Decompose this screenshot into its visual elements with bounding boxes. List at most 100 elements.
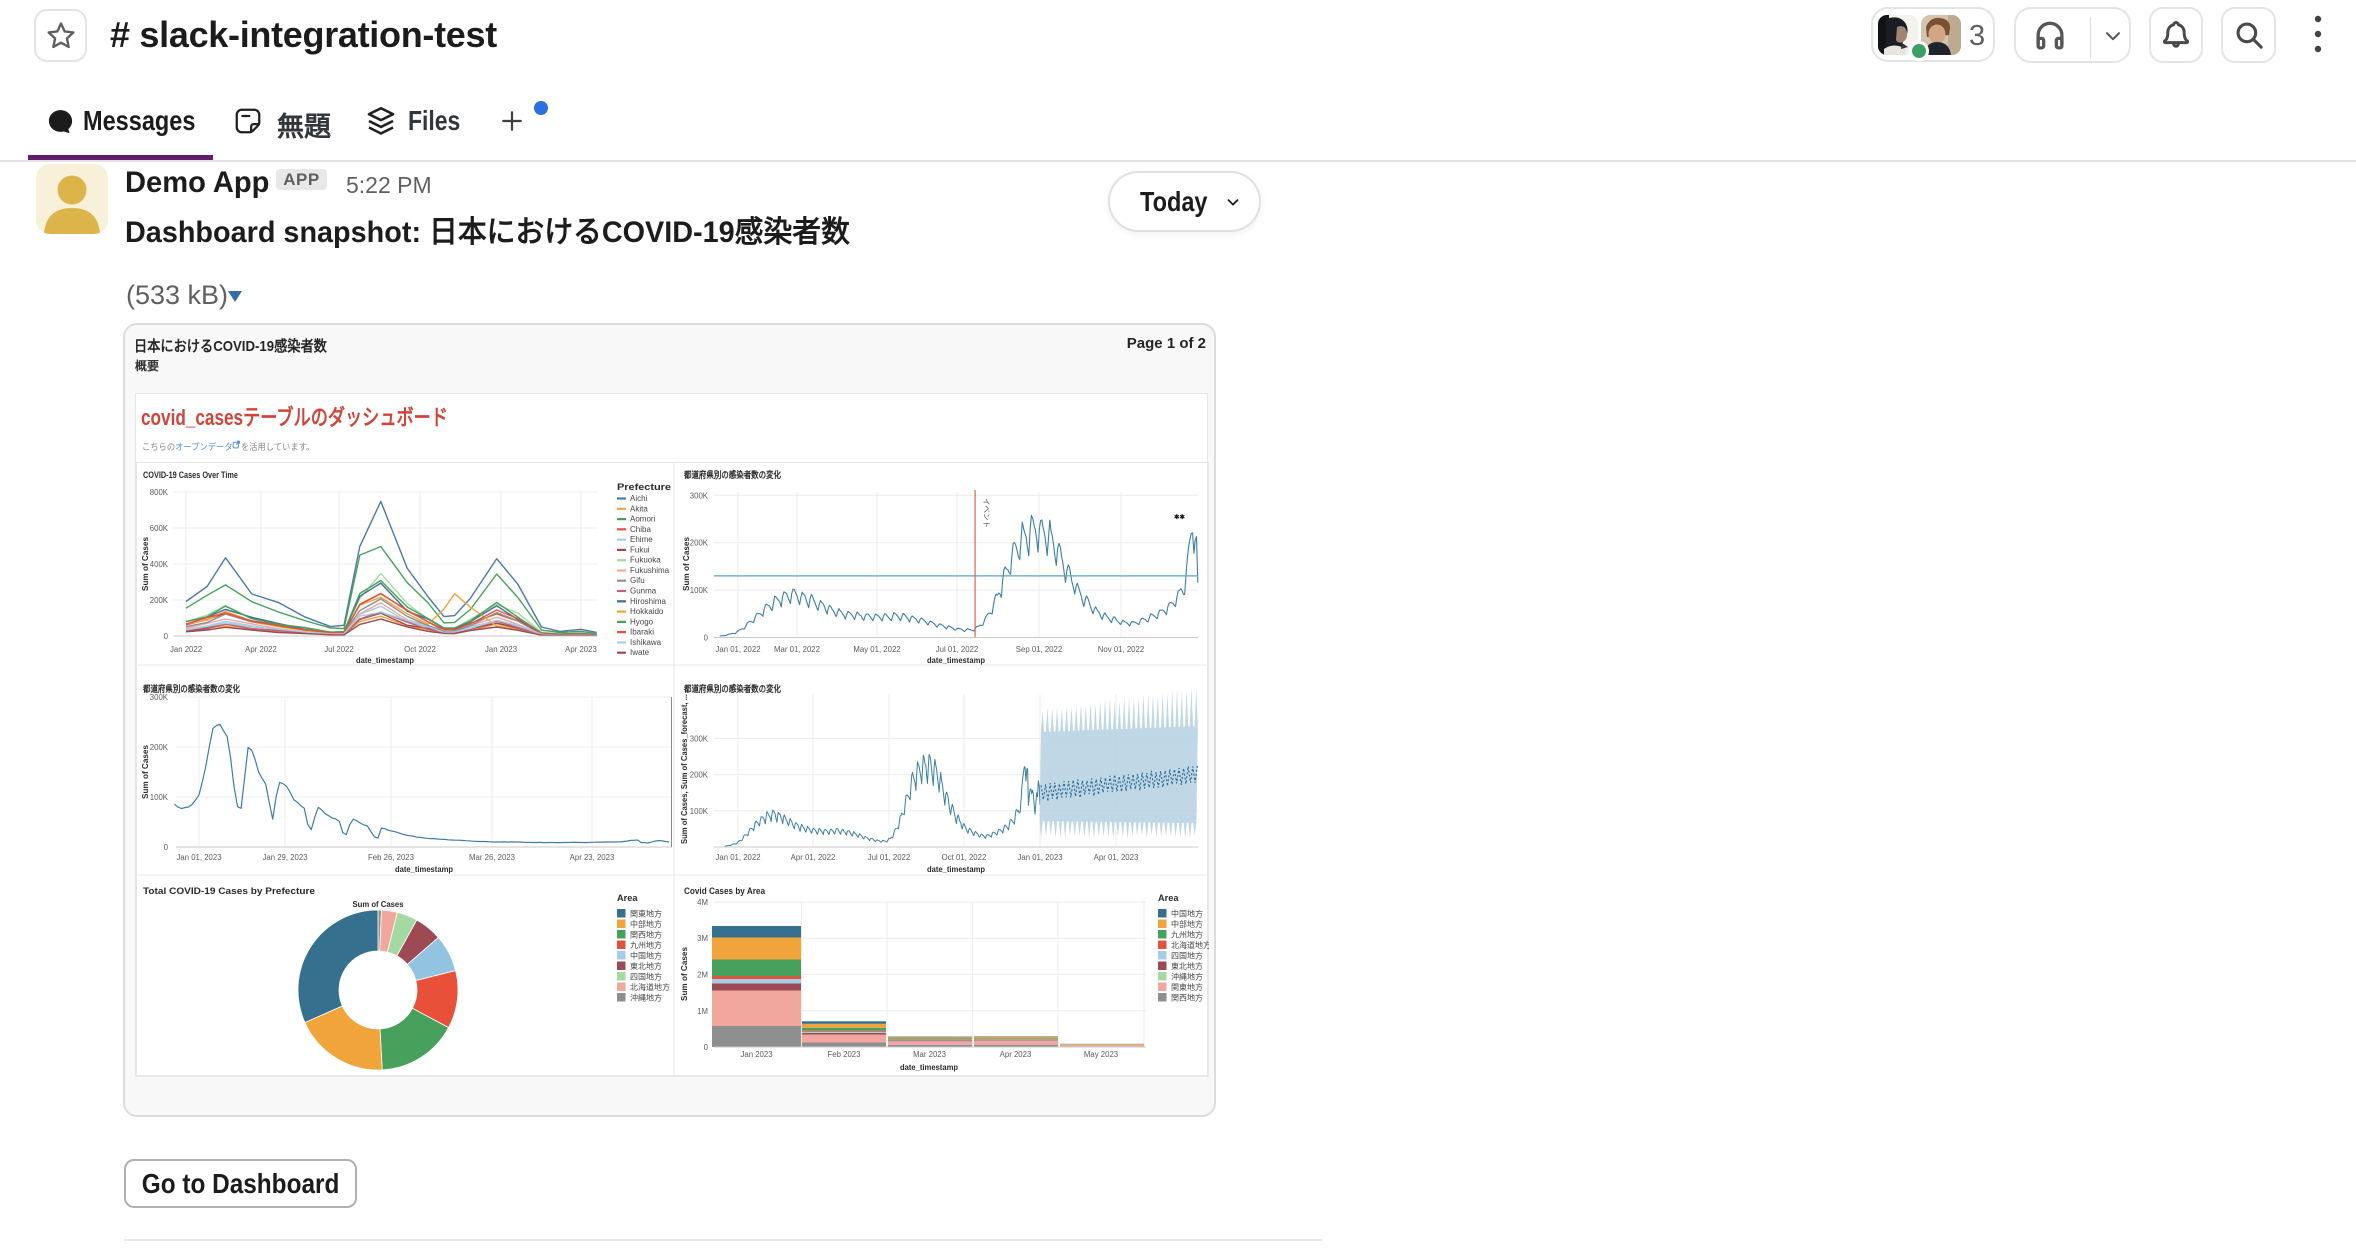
svg-text:Apr 2023: Apr 2023 (565, 645, 597, 654)
svg-text:May 01, 2022: May 01, 2022 (853, 645, 900, 654)
svg-text:Sep 01, 2022: Sep 01, 2022 (1016, 645, 1062, 654)
svg-text:Hyogo: Hyogo (630, 617, 654, 626)
svg-text:3M: 3M (697, 934, 708, 943)
svg-text:Jan 29, 2023: Jan 29, 2023 (262, 853, 307, 862)
svg-text:Fukui: Fukui (630, 545, 650, 554)
svg-text:May 2023: May 2023 (1084, 1050, 1118, 1059)
svg-text:300K: 300K (150, 693, 169, 702)
svg-text:Jan 01, 2023: Jan 01, 2023 (176, 853, 221, 862)
svg-text:Prefecture: Prefecture (617, 482, 671, 492)
svg-text:Jan 01, 2022: Jan 01, 2022 (715, 645, 760, 654)
svg-text:date_timestamp: date_timestamp (927, 655, 985, 665)
svg-text:Gifu: Gifu (630, 576, 645, 585)
svg-text:Sum of Cases: Sum of Cases (353, 899, 404, 909)
svg-text:200K: 200K (150, 743, 169, 752)
svg-text:Fukushima: Fukushima (630, 566, 670, 575)
svg-text:date_timestamp: date_timestamp (927, 864, 985, 874)
svg-text:Chiba: Chiba (630, 525, 651, 534)
svg-text:関西地方: 関西地方 (630, 930, 662, 940)
svg-text:200K: 200K (690, 771, 709, 780)
svg-text:北海道地方: 北海道地方 (630, 982, 670, 992)
svg-text:Apr 01, 2022: Apr 01, 2022 (791, 853, 836, 862)
svg-text:Jan 2022: Jan 2022 (170, 645, 202, 654)
svg-text:0: 0 (164, 632, 169, 641)
svg-text:Covid Cases by Area: Covid Cases by Area (684, 886, 766, 896)
svg-text:Mar 26, 2023: Mar 26, 2023 (469, 853, 515, 862)
svg-text:Ehime: Ehime (630, 535, 653, 544)
svg-text:300K: 300K (690, 491, 709, 500)
svg-text:東北地方: 東北地方 (1171, 961, 1203, 971)
svg-text:都道府県別の感染者数の変化: 都道府県別の感染者数の変化 (683, 469, 781, 480)
svg-text:沖縄地方: 沖縄地方 (630, 993, 662, 1003)
svg-text:0: 0 (704, 634, 709, 643)
svg-text:Apr 01, 2023: Apr 01, 2023 (1094, 853, 1139, 862)
svg-text:東北地方: 東北地方 (630, 961, 662, 971)
svg-text:Iwate: Iwate (630, 648, 650, 657)
svg-text:Sum of Cases, Sum of Cases_for: Sum of Cases, Sum of Cases_forecast, ... (680, 694, 689, 844)
svg-text:Mar 2023: Mar 2023 (913, 1050, 946, 1059)
svg-text:Feb 26, 2023: Feb 26, 2023 (368, 853, 414, 862)
svg-text:Sum of Cases: Sum of Cases (140, 745, 150, 799)
svg-text:200K: 200K (690, 539, 709, 548)
svg-text:Sum of Cases: Sum of Cases (140, 537, 150, 591)
svg-text:Area: Area (617, 893, 638, 903)
svg-text:Fukuoka: Fukuoka (630, 556, 661, 565)
svg-text:北海道地方: 北海道地方 (1171, 940, 1209, 950)
svg-text:Nov 01, 2022: Nov 01, 2022 (1098, 645, 1144, 654)
svg-text:Jan 2023: Jan 2023 (740, 1050, 772, 1059)
svg-text:date_timestamp: date_timestamp (395, 864, 453, 874)
svg-text:COVID-19 Cases Over Time: COVID-19 Cases Over Time (143, 470, 238, 480)
svg-text:0: 0 (164, 843, 169, 852)
svg-text:Oct 01, 2022: Oct 01, 2022 (942, 853, 987, 862)
svg-text:Jul 2022: Jul 2022 (324, 645, 353, 654)
svg-text:300K: 300K (690, 734, 709, 743)
svg-text:イベント: イベント (982, 498, 991, 528)
svg-text:中国地方: 中国地方 (630, 951, 662, 961)
svg-text:Hokkaido: Hokkaido (630, 607, 664, 616)
svg-text:Ibaraki: Ibaraki (630, 628, 654, 637)
svg-text:Oct 2022: Oct 2022 (404, 645, 436, 654)
svg-text:200K: 200K (150, 596, 169, 605)
svg-text:中国地方: 中国地方 (1171, 909, 1203, 919)
svg-text:0: 0 (704, 1043, 709, 1052)
svg-text:中部地方: 中部地方 (630, 919, 662, 929)
svg-text:Sum of Cases: Sum of Cases (681, 537, 691, 591)
svg-text:Akita: Akita (630, 504, 648, 513)
svg-text:100K: 100K (690, 586, 709, 595)
svg-text:都道府県別の感染者数の変化: 都道府県別の感染者数の変化 (683, 683, 781, 694)
svg-text:Ishikawa: Ishikawa (630, 638, 662, 647)
svg-text:100K: 100K (690, 807, 709, 816)
svg-text:Jul 01, 2022: Jul 01, 2022 (936, 645, 978, 654)
svg-text:都道府県別の感染者数の変化: 都道府県別の感染者数の変化 (142, 683, 240, 694)
svg-text:Jan 01, 2023: Jan 01, 2023 (1017, 853, 1062, 862)
svg-text:date_timestamp: date_timestamp (356, 655, 414, 665)
svg-text:Jan 2023: Jan 2023 (485, 645, 517, 654)
svg-text:四国地方: 四国地方 (1171, 951, 1203, 961)
svg-text:100K: 100K (150, 793, 169, 802)
svg-text:Feb 2023: Feb 2023 (828, 1050, 861, 1059)
svg-text:九州地方: 九州地方 (1171, 930, 1203, 940)
svg-text:Sum of Cases: Sum of Cases (679, 947, 689, 1001)
svg-text:2M: 2M (697, 971, 708, 980)
svg-text:4M: 4M (697, 898, 708, 907)
svg-text:1M: 1M (697, 1007, 708, 1016)
svg-text:Hiroshima: Hiroshima (630, 597, 667, 606)
svg-text:九州地方: 九州地方 (630, 940, 662, 950)
svg-text:関西地方: 関西地方 (1171, 993, 1203, 1003)
svg-text:四国地方: 四国地方 (630, 972, 662, 982)
svg-text:Total COVID-19 Cases by Prefec: Total COVID-19 Cases by Prefecture (143, 886, 315, 896)
svg-text:関東地方: 関東地方 (630, 909, 662, 919)
svg-text:Jan 01, 2022: Jan 01, 2022 (715, 853, 760, 862)
svg-text:Aomori: Aomori (630, 515, 656, 524)
svg-text:600K: 600K (150, 524, 169, 533)
svg-text:Apr 2023: Apr 2023 (1000, 1050, 1032, 1059)
svg-text:中部地方: 中部地方 (1171, 919, 1203, 929)
svg-text:関東地方: 関東地方 (1171, 982, 1203, 992)
svg-text:400K: 400K (150, 560, 169, 569)
svg-text:Mar 01, 2022: Mar 01, 2022 (774, 645, 820, 654)
svg-text:Apr 2022: Apr 2022 (245, 645, 277, 654)
svg-text:date_timestamp: date_timestamp (900, 1062, 958, 1072)
svg-text:Area: Area (1158, 893, 1179, 903)
svg-text:Jul 01, 2022: Jul 01, 2022 (868, 853, 910, 862)
svg-text:Gunma: Gunma (630, 587, 657, 596)
